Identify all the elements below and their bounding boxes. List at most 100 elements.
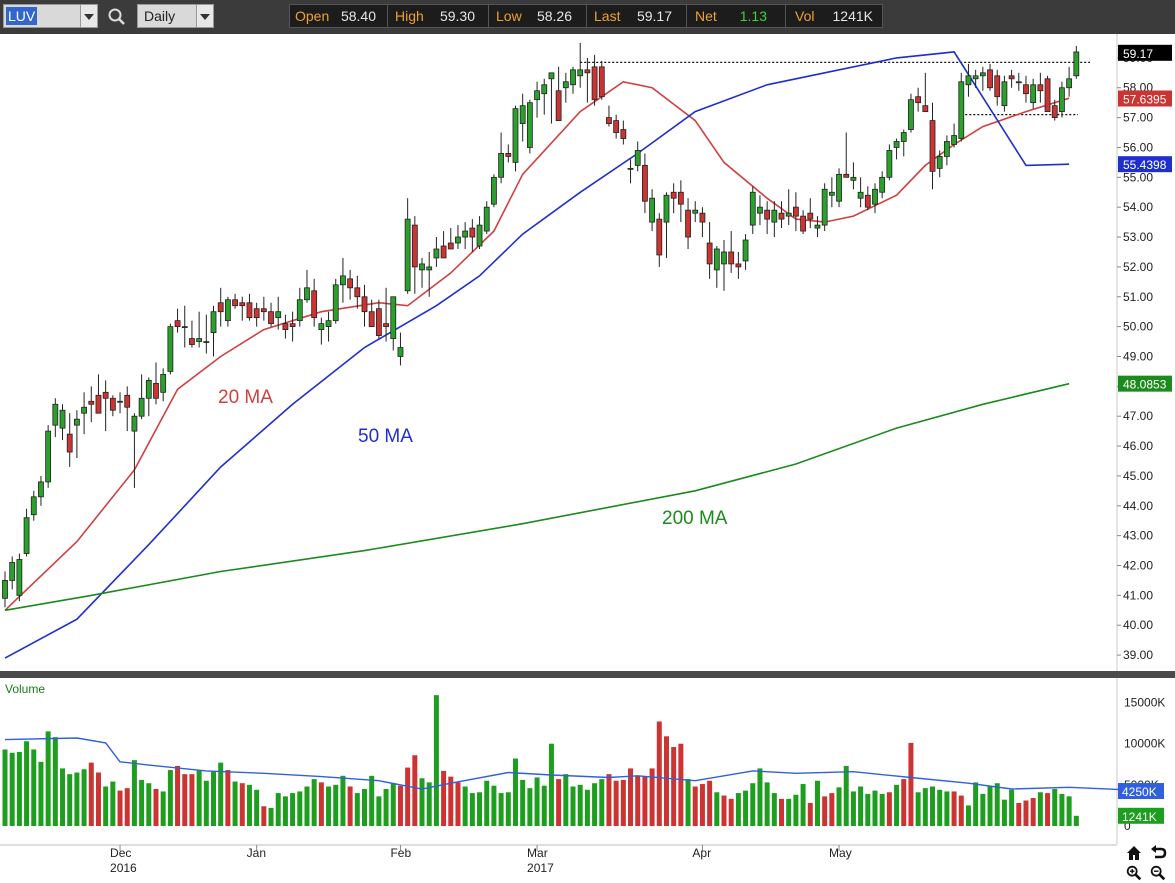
candle-body xyxy=(1051,105,1058,119)
price-tick-label: 56.00 xyxy=(1123,140,1153,154)
candle-body xyxy=(692,209,699,214)
candle xyxy=(419,257,425,288)
volume-bar xyxy=(894,784,900,826)
candle-body xyxy=(685,209,691,238)
candle xyxy=(368,299,375,328)
volume-bar xyxy=(1023,800,1029,826)
candle xyxy=(1023,75,1029,103)
candle xyxy=(160,368,167,402)
candle xyxy=(526,99,533,154)
candle xyxy=(979,66,986,91)
candle xyxy=(476,216,483,249)
magnifier-icon[interactable] xyxy=(106,6,128,28)
volume-bar xyxy=(599,779,605,826)
volume-bar xyxy=(829,793,835,826)
volume-bar xyxy=(81,769,87,826)
zoom-in-icon[interactable] xyxy=(1124,864,1144,882)
candle xyxy=(74,410,80,458)
volume-bar xyxy=(405,767,411,826)
volume-bar xyxy=(642,776,648,826)
candle xyxy=(210,305,217,357)
volume-bar xyxy=(441,770,447,826)
date-tick-label: Feb xyxy=(390,846,411,860)
candle-body xyxy=(361,296,368,313)
volume-bar xyxy=(807,802,813,826)
candle xyxy=(922,72,929,113)
volume-bar xyxy=(1009,789,1015,826)
volume-tick-label: 0 xyxy=(1124,819,1131,833)
volume-bar xyxy=(333,784,339,826)
candle-body xyxy=(771,209,778,223)
candle-body xyxy=(390,296,397,339)
candle-body xyxy=(570,69,576,86)
candle-body xyxy=(397,347,404,357)
candle-body xyxy=(2,580,8,599)
volume-bar xyxy=(196,770,202,826)
candle xyxy=(268,302,274,327)
volume-bar xyxy=(872,790,878,826)
volume-bar xyxy=(2,749,8,826)
symbol-dropdown-icon[interactable] xyxy=(80,5,97,27)
candle xyxy=(943,135,950,166)
volume-bar xyxy=(426,782,432,826)
candle xyxy=(864,186,871,211)
candle xyxy=(663,192,670,258)
price-tick-label: 43.00 xyxy=(1123,529,1153,543)
ma-label: 200 MA xyxy=(662,508,728,529)
candle-body xyxy=(634,150,641,166)
candle-body xyxy=(268,311,274,325)
undo-arrow-icon[interactable] xyxy=(1148,843,1168,863)
candle-body xyxy=(929,120,936,172)
symbol-input[interactable]: LUV xyxy=(3,4,98,28)
symbol-text: LUV xyxy=(6,7,38,25)
candle-body xyxy=(491,176,497,205)
candle xyxy=(656,213,663,267)
candle-body xyxy=(749,191,756,226)
volume-bar xyxy=(103,786,109,826)
candle xyxy=(757,195,763,226)
candle xyxy=(598,60,605,100)
candle-body xyxy=(131,415,138,432)
interval-dropdown-icon[interactable] xyxy=(196,5,213,27)
volume-bar xyxy=(225,770,231,826)
candle xyxy=(1059,81,1065,118)
volume-bar xyxy=(814,780,820,826)
candle-body xyxy=(289,323,296,328)
home-icon[interactable] xyxy=(1124,843,1144,863)
candle xyxy=(843,132,850,178)
volume-bar xyxy=(1052,788,1058,826)
interval-select[interactable]: Daily xyxy=(137,4,214,28)
candle-body xyxy=(598,66,605,98)
candle-body xyxy=(972,75,979,80)
volume-bar xyxy=(692,786,698,826)
zoom-out-icon[interactable] xyxy=(1148,864,1168,882)
candle xyxy=(411,216,418,294)
chart-toolbar: LUV Daily Open 58.40 High 59.30 Low 58.2… xyxy=(0,0,1175,34)
volume-bar xyxy=(1073,815,1079,826)
candle-body xyxy=(900,132,907,142)
candle xyxy=(246,293,253,321)
candle-body xyxy=(217,302,224,313)
candle-body xyxy=(512,108,519,163)
volume-bar xyxy=(750,783,756,826)
volume-bar xyxy=(548,743,554,826)
candle xyxy=(239,296,246,321)
volume-bar xyxy=(656,721,662,826)
price-tick-label: 45.00 xyxy=(1123,469,1153,483)
candle-body xyxy=(677,191,684,205)
candle xyxy=(397,332,404,366)
volume-bar xyxy=(211,771,217,826)
volume-bar xyxy=(182,774,188,826)
candle-body xyxy=(534,90,540,101)
candle xyxy=(900,129,907,157)
candle xyxy=(131,413,138,488)
price-chart[interactable]: 39.00 40.00 41.00 42.00 43.00 44.00 45.00 46.00… xyxy=(0,34,1175,883)
volume-bar xyxy=(246,784,252,826)
volume-bar xyxy=(534,777,540,826)
volume-bar xyxy=(901,779,907,826)
candle-body xyxy=(1044,78,1051,113)
candle xyxy=(30,490,37,521)
volume-bar xyxy=(584,789,590,826)
volume-bar xyxy=(512,758,518,826)
candle-body xyxy=(66,433,73,453)
